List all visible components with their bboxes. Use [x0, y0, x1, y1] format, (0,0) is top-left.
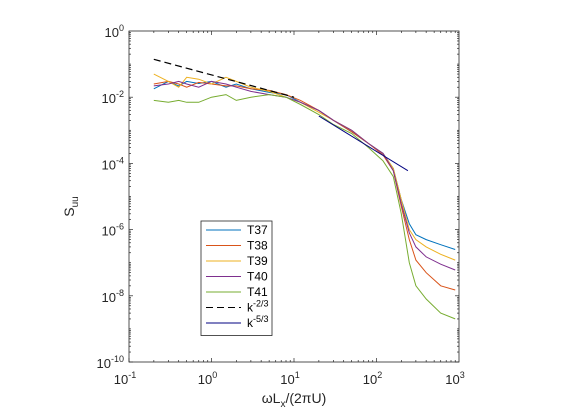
legend-label-3: T40 — [247, 270, 268, 284]
x-axis-label: ωLx/(2πU) — [262, 390, 327, 410]
series-line-2 — [153, 73, 456, 261]
legend-label-4: T41 — [247, 285, 268, 299]
x-tick-label: 100 — [198, 370, 217, 387]
y-tick-label: 10-8 — [102, 288, 124, 305]
legend-box — [200, 220, 273, 336]
legend-label-1: T38 — [247, 239, 268, 253]
x-tick-label: 102 — [363, 370, 382, 387]
series-line-3 — [153, 80, 456, 271]
y-tick-label: 100 — [105, 23, 124, 40]
y-axis-label: Suu — [61, 196, 81, 216]
legend-label-0: T37 — [247, 223, 268, 237]
series-line-1 — [153, 80, 456, 291]
series-line-6 — [318, 115, 409, 172]
legend-label-2: T39 — [247, 254, 268, 268]
x-tick-label: 10-1 — [114, 370, 136, 387]
x-tick-label: 103 — [445, 370, 464, 387]
plot-area — [129, 31, 459, 362]
x-tick-label: 101 — [280, 370, 299, 387]
series-line-5 — [153, 58, 295, 98]
legend-label-5: k-2/3 — [247, 299, 269, 315]
y-tick-label: 10-4 — [102, 155, 124, 172]
y-tick-label: 10-6 — [102, 222, 124, 239]
y-tick-label: 10-2 — [102, 89, 124, 106]
y-tick-label: 10-10 — [97, 354, 124, 371]
series-line-4 — [153, 94, 456, 320]
legend-label-6: k-5/3 — [247, 314, 269, 330]
